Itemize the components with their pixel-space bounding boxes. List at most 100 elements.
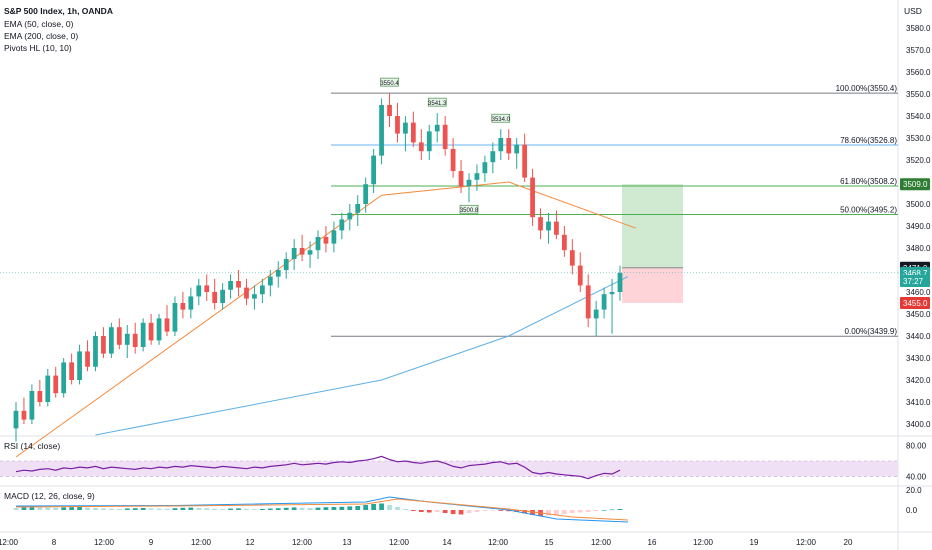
price-tag-text: 3455.0	[903, 299, 928, 308]
macd-hist-bar	[77, 507, 82, 510]
time-tick: 14	[443, 538, 452, 547]
time-tick: 16	[648, 538, 657, 547]
macd-hist-bar	[482, 510, 488, 511]
macd-hist-bar	[490, 510, 496, 511]
macd-hist-bar	[601, 510, 607, 511]
ema50-line	[15, 181, 637, 458]
candle-body	[458, 171, 464, 187]
macd-hist-bar	[339, 506, 345, 510]
time-tick: 12:00	[94, 538, 115, 547]
price-tick: 3430.0	[906, 354, 931, 363]
candle-body	[93, 336, 98, 367]
candle-body	[355, 204, 361, 213]
candle-body	[140, 322, 146, 347]
currency-label[interactable]: USD	[904, 6, 922, 16]
macd-hist-bar	[252, 509, 257, 510]
candle-body	[569, 250, 575, 266]
macd-hist-bar	[244, 508, 249, 510]
macd-hist-bar	[259, 509, 265, 510]
macd-hist-bar	[474, 510, 480, 512]
indicator-ema50[interactable]: EMA (50, close, 0)	[4, 19, 74, 29]
candle-body	[434, 124, 440, 132]
price-tick: 3450.0	[906, 310, 931, 319]
macd-hist-bar	[371, 504, 377, 510]
candle-body	[69, 362, 75, 380]
macd-hist-bar	[37, 507, 43, 510]
chart-title: S&P 500 Index, 1h, OANDA	[4, 6, 113, 16]
candle-body	[577, 265, 583, 286]
candle-body	[188, 296, 194, 310]
pivot-box	[380, 77, 399, 87]
macd-hist-bar	[212, 508, 218, 510]
price-tag-text: 3468.7	[903, 269, 928, 278]
candle-body	[554, 221, 559, 235]
macd-hist-bar	[522, 510, 528, 514]
candle-body	[259, 285, 265, 295]
price-tag-text: 3509.0	[903, 180, 928, 189]
candle-body	[323, 237, 329, 244]
macd-hist-bar	[561, 510, 567, 514]
macd-hist-bar	[172, 508, 178, 510]
macd-hist-bar	[61, 507, 67, 510]
target-zone	[622, 184, 683, 268]
candle-body	[132, 333, 138, 347]
candle-body	[283, 259, 289, 270]
macd-hist-bar	[291, 507, 297, 510]
candle-body	[546, 221, 551, 231]
pivot-box	[459, 204, 479, 214]
macd-hist-bar	[450, 510, 456, 514]
candle-body	[204, 285, 210, 292]
macd-hist-bar	[379, 503, 384, 510]
pivot-label: 3550.4	[380, 81, 399, 87]
fib-level-label: 78.60%(3526.8)	[840, 136, 897, 145]
candle-body	[267, 276, 273, 286]
candle-body	[53, 375, 59, 394]
macd-hist-bar	[395, 507, 400, 510]
candle-body	[331, 230, 337, 244]
candle-body	[418, 142, 424, 152]
macd-hist-bar	[85, 507, 90, 510]
candle-body	[450, 149, 456, 171]
pivot-box	[427, 97, 447, 107]
macd-legend[interactable]: MACD (12, 26, close, 9)	[4, 491, 95, 501]
macd-hist-bar	[69, 507, 75, 510]
candle-body	[29, 391, 35, 420]
candle-body	[101, 336, 106, 354]
macd-hist-bar	[53, 507, 59, 510]
macd-hist-bar	[418, 510, 424, 512]
macd-hist-bar	[93, 508, 98, 510]
macd-hist-bar	[148, 508, 154, 510]
macd-hist-bar	[506, 510, 512, 512]
time-tick: 15	[545, 538, 554, 547]
candle-body	[379, 105, 384, 156]
ema200-line	[95, 276, 629, 436]
macd-hist-bar	[45, 507, 51, 510]
candle-body	[522, 144, 528, 178]
macd-hist-bar	[13, 508, 19, 510]
macd-hist-bar	[204, 508, 210, 510]
macd-hist-bar	[140, 508, 146, 510]
candle-body	[37, 391, 43, 402]
signal-line	[15, 498, 628, 521]
price-tag	[900, 297, 930, 309]
price-tick: 3410.0	[906, 398, 931, 407]
time-tick: 12:00	[0, 538, 19, 547]
rsi-legend[interactable]: RSI (14, close)	[4, 441, 61, 451]
indicator-ema200[interactable]: EMA (200, close, 0)	[4, 31, 79, 41]
candle-body	[220, 289, 226, 303]
price-tick: 3570.0	[906, 46, 931, 55]
candle-body	[299, 248, 305, 255]
candle-body	[482, 162, 488, 174]
macd-hist-bar	[132, 508, 138, 510]
candle-body	[601, 294, 607, 310]
macd-hist-bar	[315, 507, 321, 510]
price-tick: 3420.0	[906, 376, 931, 385]
rsi-band	[0, 461, 898, 477]
indicator-pivots[interactable]: Pivots HL (10, 10)	[4, 43, 72, 53]
macd-hist-bar	[577, 510, 583, 513]
candle-body	[339, 219, 345, 231]
candle-body	[196, 285, 202, 297]
candle-body	[371, 155, 377, 185]
candle-body	[442, 124, 448, 149]
